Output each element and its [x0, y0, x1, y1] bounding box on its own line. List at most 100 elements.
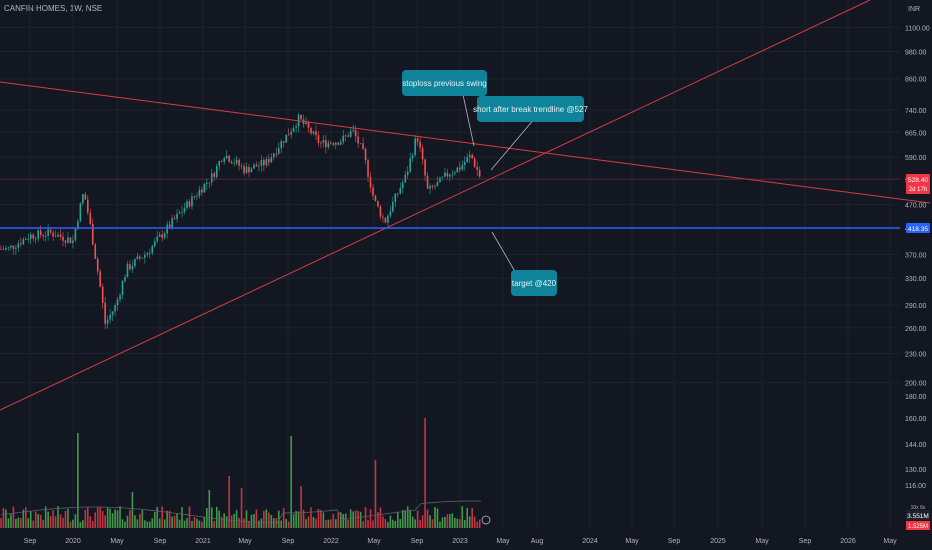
- ascending-trendline: [0, 0, 871, 411]
- candle-body: [82, 194, 84, 204]
- candle-body: [456, 167, 459, 173]
- candle-body: [310, 127, 312, 134]
- volume-bar: [419, 519, 421, 528]
- candle-body: [124, 277, 126, 281]
- descending-trendline: [0, 81, 931, 204]
- volume-bar: [79, 521, 82, 528]
- volume-bar: [468, 516, 471, 528]
- candle-body: [116, 299, 119, 306]
- candle-body: [275, 153, 278, 155]
- volume-bar: [243, 518, 245, 528]
- candle-body: [218, 161, 221, 166]
- volume-bar: [307, 516, 310, 528]
- volume-bar: [158, 518, 161, 528]
- volume-bar: [32, 520, 35, 528]
- volume-bar: [119, 506, 121, 528]
- volume-bar: [426, 509, 429, 528]
- candle-body: [451, 173, 454, 175]
- candle-body: [270, 157, 273, 163]
- candle-body: [431, 185, 434, 187]
- candle-body: [277, 148, 280, 154]
- volume-bar: [476, 521, 478, 528]
- candle-body: [119, 295, 121, 300]
- candle-body: [339, 142, 342, 145]
- volume-bar: [54, 516, 57, 528]
- volume-bar: [310, 507, 312, 528]
- candle-body: [37, 230, 39, 240]
- candle-body: [47, 229, 49, 236]
- candle-body: [84, 194, 87, 200]
- volume-average-line: [0, 500, 482, 524]
- volume-bar: [84, 509, 87, 528]
- candle-body: [401, 182, 404, 189]
- candle-body: [287, 134, 290, 136]
- price-tick-label: 200.00: [905, 381, 927, 388]
- candle-body: [153, 241, 156, 247]
- volume-bar: [429, 515, 431, 528]
- volume-bar: [168, 510, 171, 528]
- candle-body: [312, 131, 315, 134]
- callout-pointer: [491, 231, 518, 276]
- candle-body: [69, 237, 72, 243]
- candle-body: [87, 199, 89, 213]
- candle-body: [243, 166, 245, 173]
- volume-bar: [161, 506, 163, 528]
- candle-body: [399, 188, 402, 194]
- candle-body: [436, 182, 439, 187]
- candle-body: [17, 243, 20, 248]
- volume-bar: [59, 514, 62, 528]
- price-tick-label: 230.00: [905, 351, 927, 358]
- candle-body: [136, 256, 139, 260]
- candle-body: [282, 141, 285, 143]
- volume-bar: [151, 518, 154, 528]
- candle-body: [374, 195, 377, 201]
- candles: [0, 112, 481, 330]
- candle-body: [196, 195, 198, 197]
- candle-body: [29, 234, 32, 240]
- candle-body: [121, 280, 124, 296]
- candle-body: [414, 138, 416, 156]
- candle-body: [238, 159, 240, 166]
- candle-body: [146, 253, 149, 255]
- candle-body: [215, 165, 218, 177]
- price-tick-label: 590.00: [905, 155, 927, 162]
- candle-body: [99, 271, 101, 287]
- volume-bar: [414, 519, 416, 528]
- candle-body: [335, 142, 337, 145]
- volume-bar: [106, 507, 109, 528]
- volume-bar: [339, 512, 342, 528]
- volume-bar: [2, 507, 5, 528]
- candle-body: [89, 212, 92, 224]
- candle-body: [280, 141, 283, 149]
- volume-bar: [198, 520, 201, 528]
- volume-bar: [347, 520, 349, 528]
- candle-body: [357, 136, 359, 144]
- candle-body: [225, 155, 228, 159]
- candle-body: [208, 182, 211, 184]
- volume-bar: [253, 514, 255, 528]
- candle-body: [260, 159, 263, 166]
- candle-body: [372, 187, 374, 196]
- candle-body: [320, 142, 322, 144]
- candle-body: [332, 143, 335, 145]
- candle-body: [273, 153, 275, 158]
- volume-bar: [240, 488, 243, 528]
- volume-bar: [367, 519, 369, 528]
- volume-bar: [42, 519, 44, 528]
- volume-bar: [10, 514, 12, 528]
- price-tick-label: 1100.00: [905, 25, 930, 32]
- candle-body: [54, 236, 57, 238]
- candle-body: [22, 239, 25, 245]
- candle-body: [57, 234, 59, 237]
- volume-bar: [295, 510, 297, 528]
- volume-bar: [461, 506, 464, 528]
- volume-ma-badge: [906, 521, 930, 530]
- volume-bar: [451, 513, 454, 528]
- candle-body: [77, 221, 79, 229]
- volume-bar: [25, 507, 27, 528]
- candle-body: [32, 234, 35, 239]
- volume-bar: [201, 521, 203, 528]
- volume-bar: [372, 520, 374, 528]
- symbol-title: CANFIN HOMES, 1W, NSE: [4, 4, 103, 13]
